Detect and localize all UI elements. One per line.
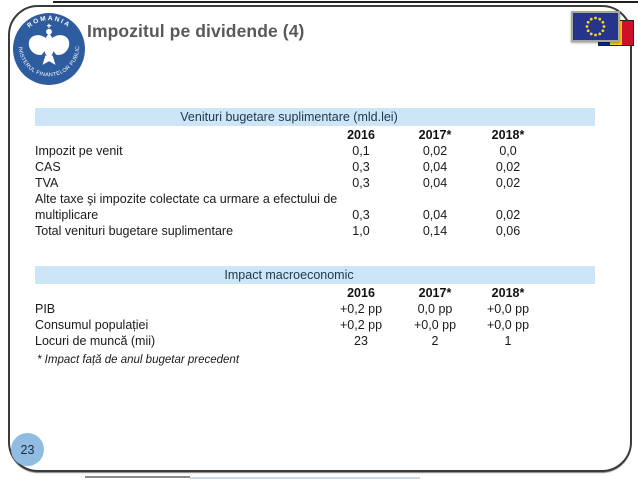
row-label: PIB <box>35 302 56 316</box>
row-value: 0,04 <box>422 160 448 174</box>
row-label-text: Alte taxe şi impozite colectate ca urmar… <box>35 192 338 222</box>
slide-frame <box>8 5 632 472</box>
footnote: * Impact față de anul bugetar precedent <box>37 354 240 366</box>
ministry-of-finance-seal-logo: ROMANIA MINISTERUL FINANTELOR PUBLICE <box>13 13 85 85</box>
row-value: +0,0 pp <box>486 318 530 332</box>
table-title-row: Impact macroeconomic <box>35 266 596 284</box>
row-value: 0,04 <box>422 176 448 190</box>
row-value: +0,0 pp <box>413 318 457 332</box>
table-row: Locuri de muncă (mii) 23 2 1 <box>35 333 595 349</box>
row-value: 0,0 pp <box>417 302 453 316</box>
row-value: 0,3 <box>352 176 370 190</box>
row-value: 0,14 <box>422 224 448 238</box>
next-slide-edge-line-dark <box>85 476 190 478</box>
row-value: +0,0 pp <box>486 302 530 316</box>
row-label: Impozit pe venit <box>35 144 123 158</box>
column-header-2018: 2018* <box>491 286 525 300</box>
row-value: 0,02 <box>495 208 521 222</box>
row-label: Consumul populației <box>35 318 149 332</box>
row-value: 2 <box>431 334 439 348</box>
row-value: 0,06 <box>495 224 521 238</box>
column-header-2018: 2018* <box>491 128 525 142</box>
eu-stars <box>585 16 606 37</box>
row-value: 0,02 <box>495 160 521 174</box>
ro-flag-red-stripe <box>621 21 633 45</box>
table-venituri-bugetare: Venituri bugetare suplimentare (mld.lei)… <box>35 108 596 239</box>
column-header-2017: 2017* <box>418 286 452 300</box>
table-row: TVA 0,3 0,04 0,02 <box>35 175 595 191</box>
row-value: +0,2 pp <box>339 318 383 332</box>
impact-macroeconomic-section: Impact macroeconomic 2016 2017* 2018* PI… <box>35 266 596 366</box>
table-title: Venituri bugetare suplimentare (mld.lei) <box>35 108 544 126</box>
row-value: +0,2 pp <box>339 302 383 316</box>
row-label: Total venituri bugetare suplimentare <box>35 224 234 238</box>
eu-flag-icon <box>571 11 620 42</box>
page-number: 23 <box>20 442 35 457</box>
table-header-row: 2016 2017* 2018* <box>35 284 595 301</box>
table-title-row: Venituri bugetare suplimentare (mld.lei) <box>35 108 596 126</box>
column-header-2016: 2016 <box>347 286 375 300</box>
table-row: Alte taxe şi impozite colectate ca urmar… <box>35 191 595 223</box>
table-header-row: 2016 2017* 2018* <box>35 126 595 143</box>
row-value: 0,02 <box>495 176 521 190</box>
row-value: 0,02 <box>422 144 448 158</box>
page-number-badge: 23 <box>11 433 44 466</box>
row-value: 0,3 <box>352 208 370 222</box>
table-impact-macroeconomic: Impact macroeconomic 2016 2017* 2018* PI… <box>35 266 596 349</box>
table-row: PIB +0,2 pp 0,0 pp +0,0 pp <box>35 301 595 317</box>
row-value: 0,3 <box>352 160 370 174</box>
table-row: CAS 0,3 0,04 0,02 <box>35 159 595 175</box>
row-value: 1,0 <box>352 224 370 238</box>
table-row-total: Total venituri bugetare suplimentare 1,0… <box>35 223 595 239</box>
next-slide-edge-line-light <box>190 477 420 479</box>
table-title: Impact macroeconomic <box>35 266 544 284</box>
row-label: Locuri de muncă (mii) <box>35 334 156 348</box>
row-label: CAS <box>35 160 61 174</box>
row-value: 0,04 <box>422 208 448 222</box>
column-header-2016: 2016 <box>347 128 375 142</box>
row-value: 23 <box>354 334 368 348</box>
previous-slide-edge-line <box>53 1 638 3</box>
page-title: Impozitul pe dividende (4) <box>87 21 305 41</box>
eagle-icon <box>28 23 70 65</box>
row-label: TVA <box>35 176 59 190</box>
row-value: 1 <box>504 334 512 348</box>
row-value: 0,1 <box>352 144 370 158</box>
table-row: Impozit pe venit 0,1 0,02 0,0 <box>35 143 595 159</box>
row-value: 0,0 <box>499 144 517 158</box>
table-row: Consumul populației +0,2 pp +0,0 pp +0,0… <box>35 317 595 333</box>
column-header-2017: 2017* <box>418 128 452 142</box>
row-label: Alte taxe şi impozite colectate ca urmar… <box>35 191 337 223</box>
